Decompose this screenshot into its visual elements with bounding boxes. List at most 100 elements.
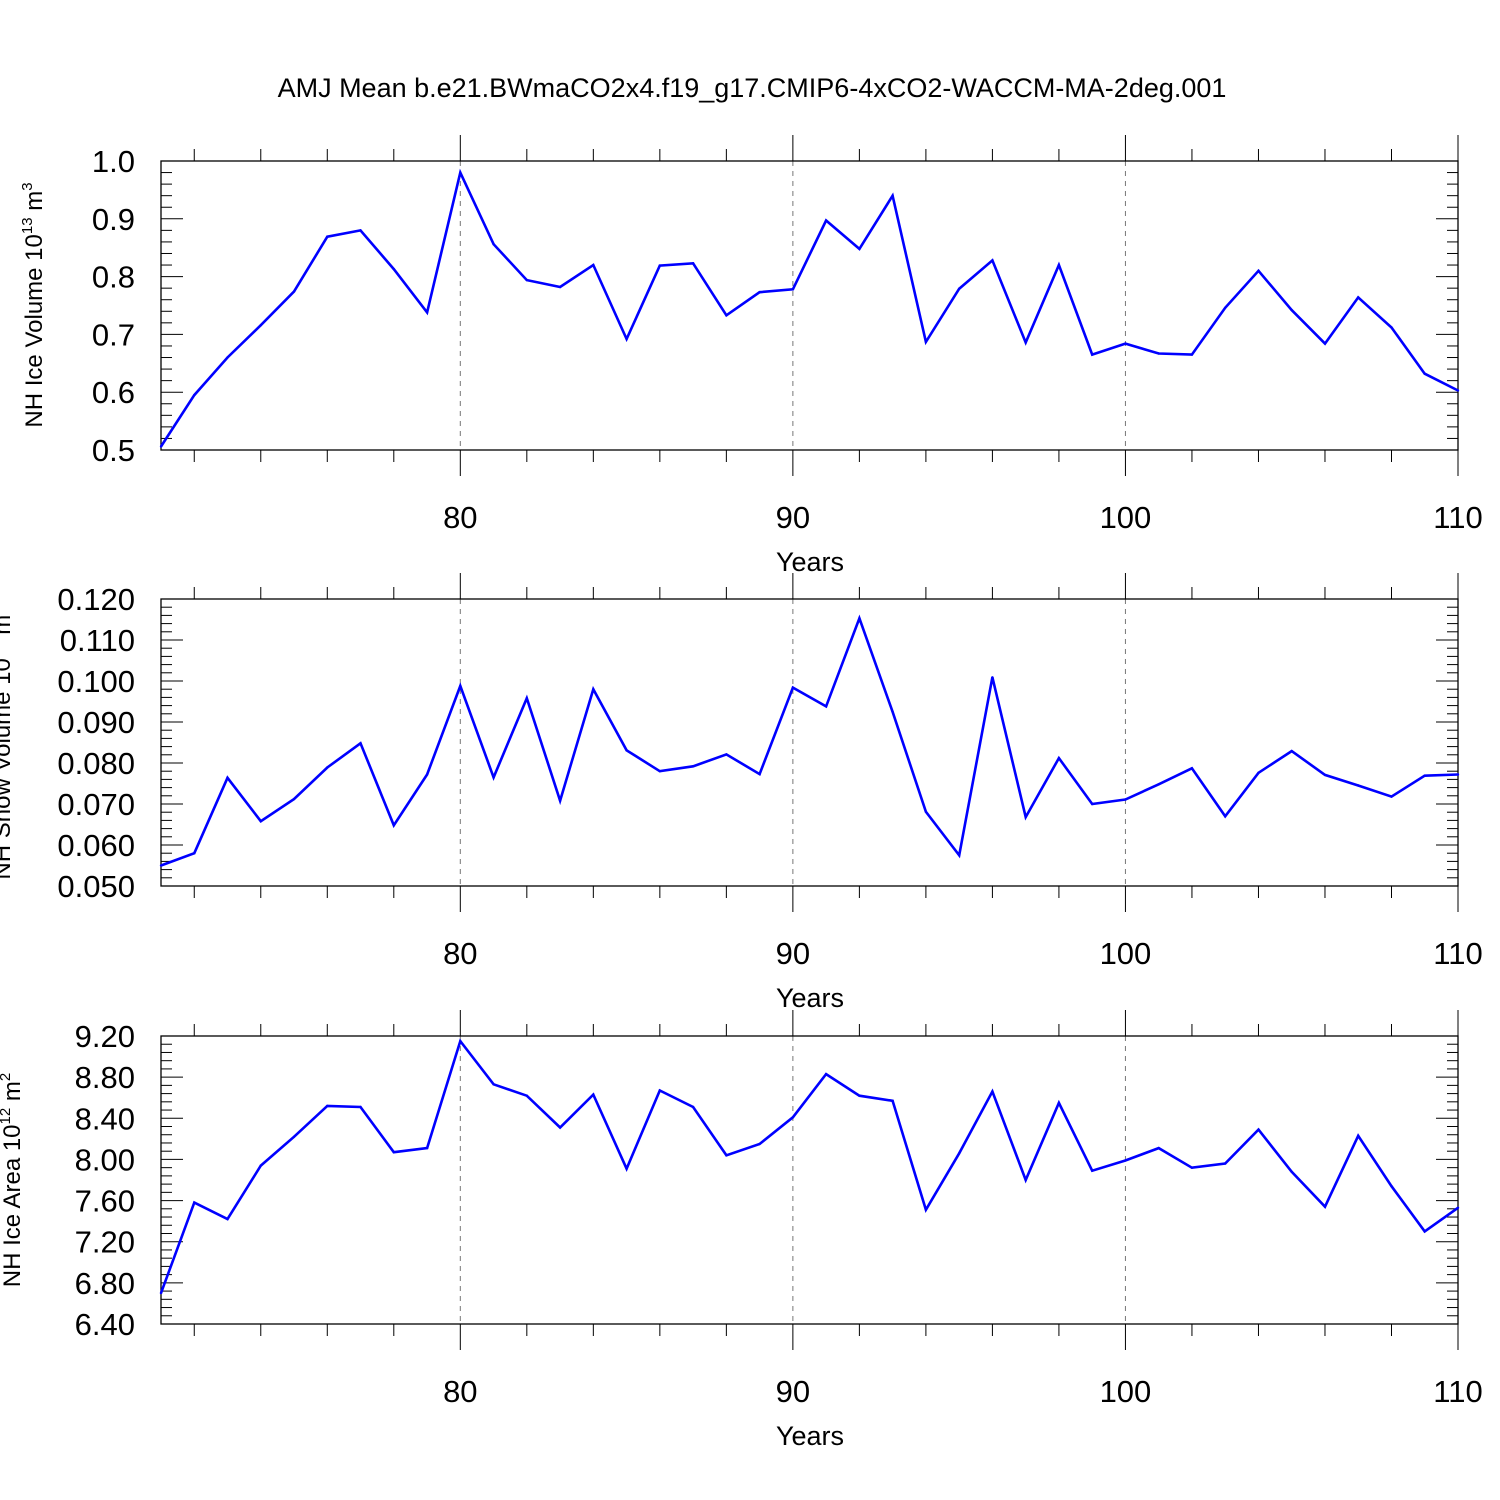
y-axis-label-group: NH Ice Area 1012 m2	[0, 1073, 26, 1287]
data-point-snow-volume-81	[492, 776, 495, 779]
data-point-ice-area-81	[492, 1083, 495, 1086]
data-point-ice-volume-100	[1124, 342, 1127, 345]
y-tick-label: 0.060	[57, 828, 135, 863]
data-point-ice-area-88	[725, 1154, 728, 1157]
data-point-ice-volume-105	[1290, 308, 1293, 312]
y-axis-label-exponent: 13	[0, 641, 4, 658]
data-point-ice-area-83	[558, 1126, 562, 1129]
plot-frame	[160, 1035, 1459, 1325]
data-point-ice-volume-95	[958, 287, 961, 290]
x-axis-label: Years	[776, 983, 844, 1013]
data-point-snow-volume-94	[924, 810, 928, 813]
data-point-ice-volume-92	[858, 247, 861, 251]
y-tick-label: 0.080	[57, 746, 135, 781]
data-point-ice-volume-97	[1024, 341, 1027, 344]
y-axis-label-unit: m	[0, 615, 16, 642]
data-point-snow-volume-109	[1423, 774, 1426, 777]
data-point-ice-area-92	[858, 1094, 861, 1097]
data-point-snow-volume-99	[1091, 802, 1094, 806]
data-point-snow-volume-101	[1157, 783, 1160, 786]
data-point-ice-volume-83	[558, 285, 562, 289]
x-tick-label: 80	[443, 500, 477, 535]
data-point-ice-area-109	[1423, 1230, 1426, 1233]
data-point-snow-volume-71	[159, 864, 163, 867]
data-point-ice-area-77	[359, 1105, 362, 1109]
data-point-ice-volume-96	[991, 259, 994, 262]
x-tick-label: 90	[776, 500, 810, 535]
y-axis-label-unit-exponent: 3	[0, 606, 4, 614]
y-axis-label-unit-exponent: 2	[0, 1073, 14, 1081]
data-point-ice-volume-73	[226, 356, 229, 359]
y-tick-label: 0.050	[57, 869, 135, 904]
data-point-ice-volume-90	[791, 288, 795, 291]
data-point-snow-volume-75	[292, 797, 296, 801]
data-point-snow-volume-85	[625, 749, 628, 752]
data-point-ice-area-71	[159, 1291, 163, 1295]
data-point-ice-volume-91	[824, 219, 828, 222]
data-point-ice-area-82	[525, 1094, 528, 1097]
y-axis-label-exponent: 12	[0, 1108, 14, 1125]
y-tick-label: 0.8	[92, 260, 135, 295]
data-point-ice-volume-88	[725, 314, 728, 317]
data-point-ice-volume-71	[159, 445, 163, 448]
data-point-snow-volume-78	[392, 824, 395, 827]
data-point-ice-volume-93	[891, 194, 894, 197]
data-point-ice-area-101	[1157, 1146, 1160, 1150]
y-tick-label: 0.090	[57, 705, 135, 740]
y-tick-label: 0.110	[60, 623, 135, 658]
data-point-snow-volume-110	[1456, 773, 1460, 776]
data-point-snow-volume-72	[193, 852, 196, 855]
y-tick-label: 6.40	[75, 1307, 135, 1342]
data-point-snow-volume-100	[1124, 798, 1127, 801]
data-point-ice-volume-85	[625, 337, 628, 341]
data-point-ice-volume-78	[392, 267, 395, 271]
y-axis-label-group: NH Snow Volume 1013 m3	[0, 606, 16, 879]
series-line-ice-volume	[159, 168, 1459, 448]
y-tick-label: 0.5	[92, 433, 135, 468]
plot-frame	[160, 160, 1459, 451]
data-point-snow-volume-80	[459, 684, 462, 688]
y-tick-label: 9.20	[75, 1019, 135, 1054]
data-point-ice-area-96	[991, 1090, 994, 1093]
data-point-ice-volume-102	[1190, 353, 1194, 356]
data-point-snow-volume-89	[758, 772, 761, 776]
data-point-snow-volume-104	[1257, 771, 1260, 774]
x-tick-label: 110	[1433, 1374, 1482, 1409]
data-point-snow-volume-108	[1390, 795, 1393, 798]
data-point-ice-volume-101	[1157, 352, 1160, 355]
data-point-ice-area-105	[1290, 1170, 1293, 1174]
data-point-ice-area-104	[1257, 1128, 1260, 1131]
data-point-snow-volume-106	[1323, 773, 1327, 777]
data-point-snow-volume-107	[1357, 784, 1360, 787]
y-axis-label-text: NH Ice Area 10	[0, 1124, 26, 1287]
data-point-ice-area-106	[1323, 1205, 1327, 1208]
y-tick-label: 0.100	[57, 664, 135, 699]
data-point-ice-volume-107	[1357, 296, 1360, 299]
data-point-ice-volume-72	[193, 393, 196, 397]
data-point-ice-volume-82	[525, 278, 528, 282]
data-point-snow-volume-87	[691, 765, 695, 768]
y-tick-label: 8.40	[75, 1101, 135, 1136]
data-point-ice-volume-80	[459, 171, 462, 174]
y-tick-label: 8.80	[75, 1060, 135, 1095]
x-axis-label: Years	[776, 1421, 844, 1451]
y-tick-label: 7.60	[75, 1184, 135, 1219]
y-tick-label: 1.0	[92, 144, 135, 179]
data-point-snow-volume-93	[891, 710, 894, 713]
data-point-ice-area-79	[425, 1146, 429, 1150]
x-tick-label: 110	[1433, 936, 1482, 971]
y-axis-label: NH Snow Volume 1013 m3	[0, 606, 16, 879]
x-tick-label: 100	[1100, 500, 1152, 535]
y-axis-label-text: NH Snow Volume 10	[0, 658, 16, 879]
series-line-snow-volume	[160, 614, 1459, 867]
x-axis-label: Years	[776, 547, 844, 577]
data-point-ice-area-75	[292, 1135, 296, 1139]
data-point-snow-volume-105	[1290, 749, 1293, 753]
y-tick-label: 8.00	[75, 1142, 135, 1177]
main-title: AMJ Mean b.e21.BWmaCO2x4.f19_g17.CMIP6-4…	[278, 73, 1227, 103]
data-point-snow-volume-88	[725, 753, 728, 756]
data-point-snow-volume-102	[1190, 767, 1194, 770]
data-point-snow-volume-77	[359, 742, 362, 745]
y-tick-label: 0.9	[92, 202, 135, 237]
data-point-ice-area-78	[392, 1151, 395, 1154]
